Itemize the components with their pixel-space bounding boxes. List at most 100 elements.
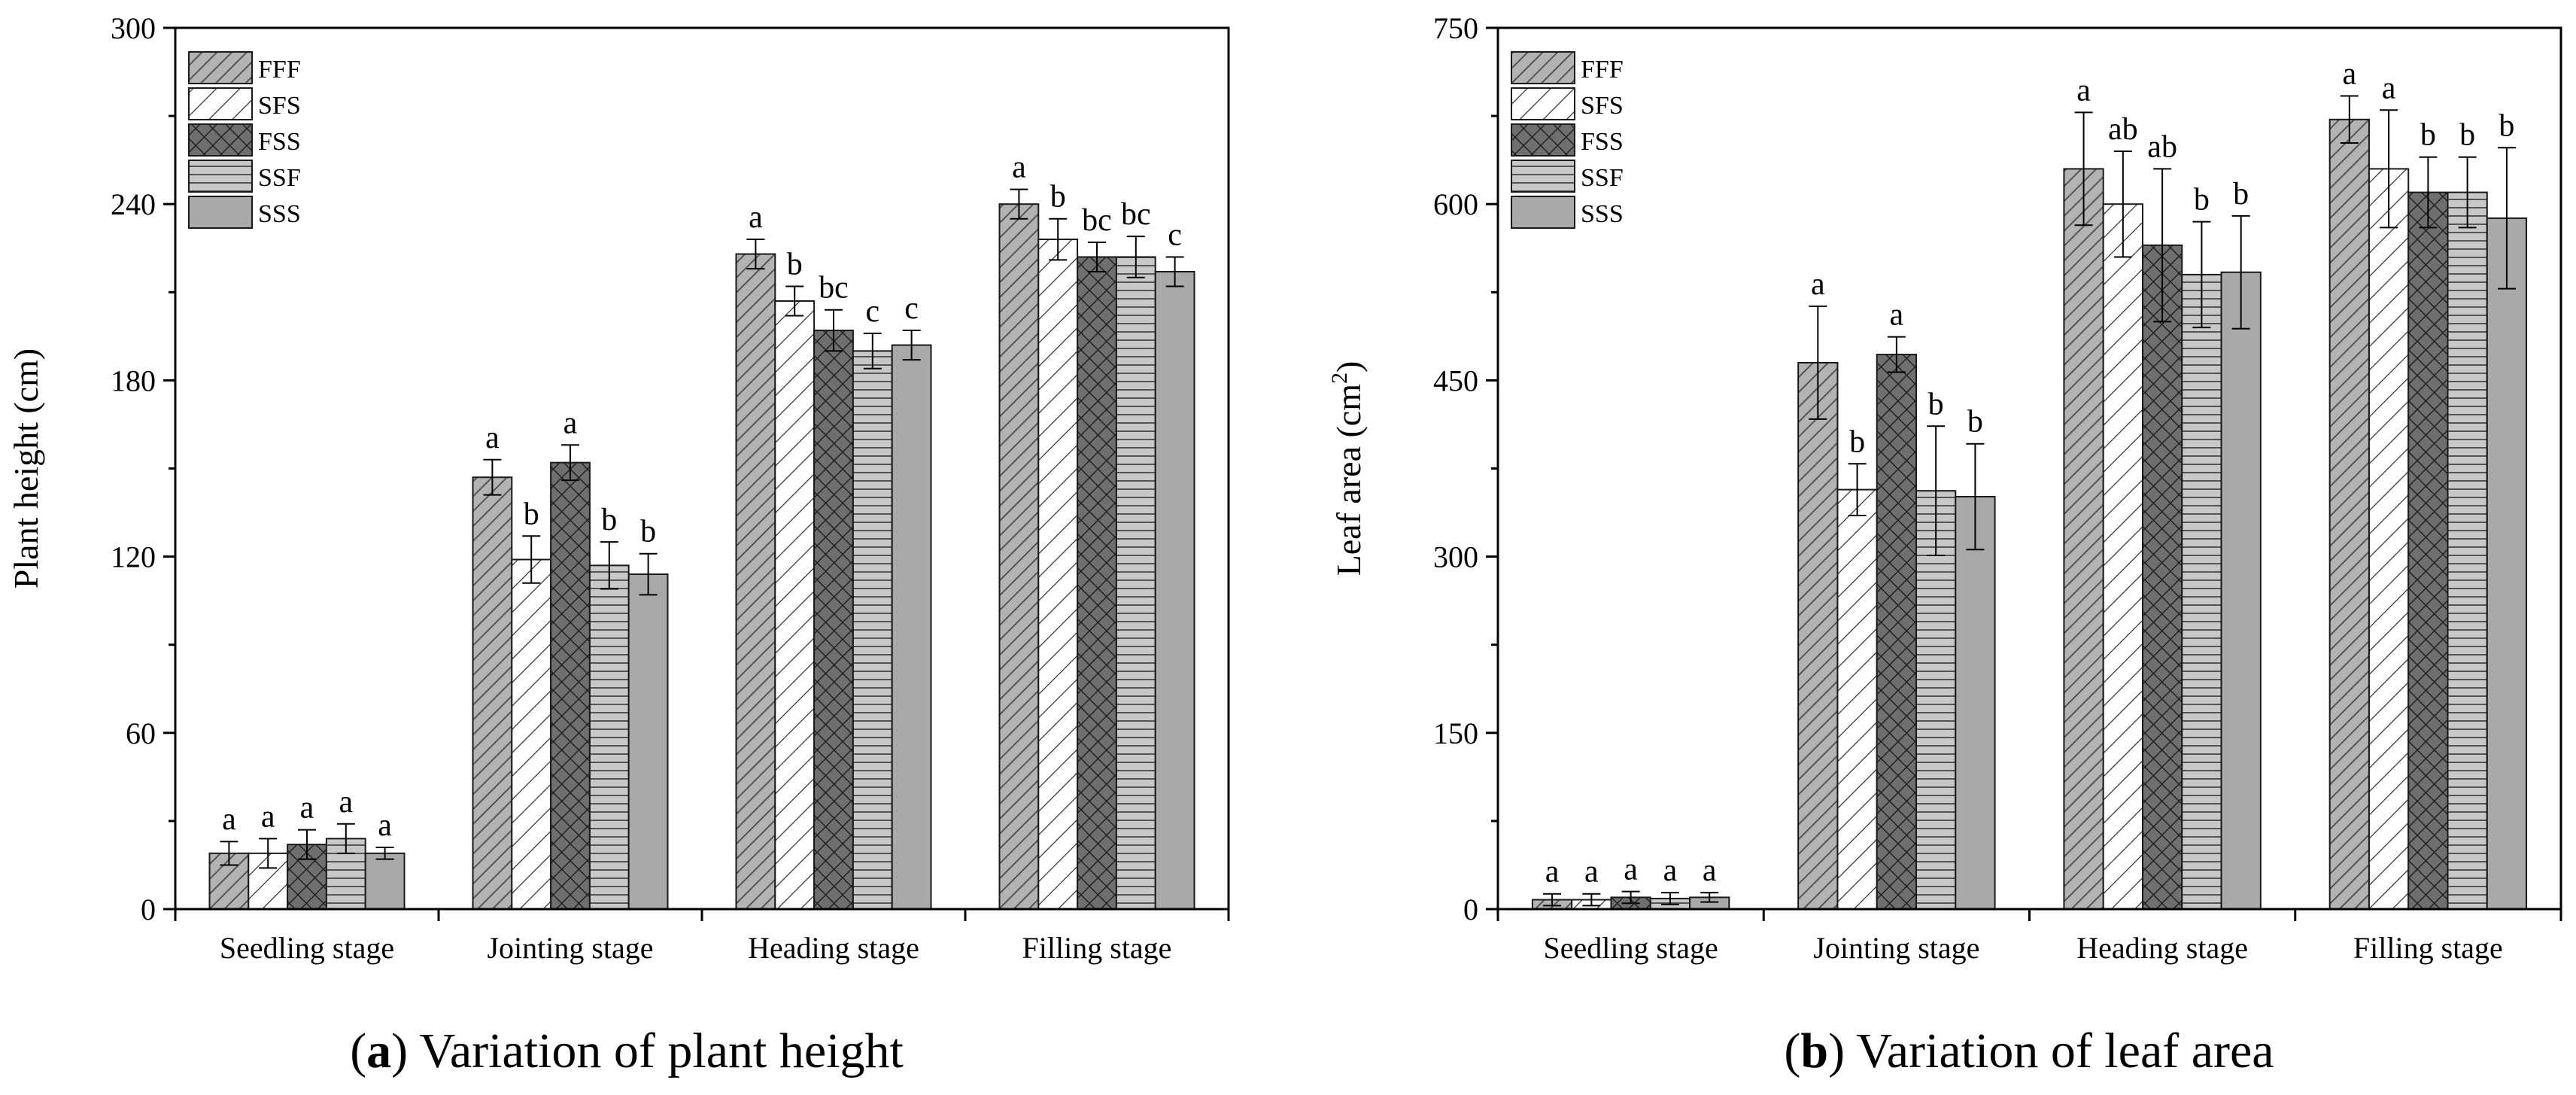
y-tick-label: 150: [1433, 716, 1478, 750]
significance-letter: b: [2499, 108, 2514, 143]
significance-letter: b: [524, 497, 539, 531]
caption-text: Variation of plant height: [419, 1024, 903, 1078]
bar-fss-2: [813, 330, 854, 910]
bar-fff-2: [2063, 168, 2104, 911]
y-tick-label: 120: [111, 540, 156, 574]
significance-letter: a: [749, 200, 763, 235]
legend-label: SFS: [258, 92, 301, 120]
bar-ssf-2: [2181, 273, 2222, 910]
y-tick-label: 240: [111, 187, 156, 221]
significance-letter: ab: [2147, 129, 2177, 164]
y-tick-label: 0: [1463, 893, 1478, 926]
significance-letter: b: [2420, 118, 2436, 153]
y-tick-label: 60: [126, 716, 156, 750]
x-tick-label: Seedling stage: [1544, 931, 1718, 965]
significance-letter: a: [1890, 298, 1904, 333]
significance-letter: b: [1967, 405, 1983, 440]
significance-letter: a: [339, 785, 353, 820]
bar-sfs-2: [774, 300, 816, 910]
panel-caption: (a) Variation of plant height: [350, 1024, 904, 1078]
legend: FFF SFS FSS SSF SSS: [1511, 51, 1624, 229]
bar-ssf-0: [325, 838, 366, 910]
y-axis-title-superscript: 2: [1327, 373, 1352, 384]
significance-letter: bc: [1121, 197, 1151, 232]
y-tick-label: 750: [1433, 11, 1478, 45]
bar-sfs-1: [511, 558, 552, 911]
significance-letter: a: [1584, 855, 1599, 890]
y-axis-title: Leaf area (cm2): [1327, 361, 1368, 576]
bar-sss-1: [1955, 495, 1996, 910]
significance-letter: b: [2194, 183, 2210, 217]
bar-sss-1: [627, 573, 669, 911]
legend-swatch-ssf: [1511, 160, 1575, 193]
significance-letter: a: [1545, 855, 1560, 890]
significance-letter: c: [904, 291, 919, 326]
legend-label: FFF: [258, 56, 301, 84]
significance-letter: b: [640, 515, 656, 549]
significance-letter: bc: [1082, 203, 1112, 238]
x-tick-label: Heading stage: [2076, 931, 2248, 965]
significance-letter: a: [2342, 57, 2356, 92]
bar-fff-1: [472, 476, 513, 910]
significance-letter: a: [1703, 853, 1717, 888]
y-axis-title-end: ): [1329, 361, 1368, 373]
legend-label: SFS: [1581, 92, 1624, 120]
significance-letter: a: [1012, 151, 1026, 185]
bar-fff-2: [735, 253, 776, 911]
y-axis-title-main: Leaf area (cm: [1329, 384, 1368, 576]
significance-letter: c: [1168, 217, 1182, 252]
legend-swatch-sss: [1511, 196, 1575, 229]
bar-ssf-3: [1115, 256, 1156, 910]
y-tick-label: 450: [1433, 363, 1478, 397]
significance-letter: a: [378, 808, 392, 843]
significance-letter: b: [2459, 118, 2475, 153]
bar-fff-1: [1797, 361, 1839, 911]
bar-ssf-1: [588, 564, 630, 910]
bar-sss-2: [891, 344, 932, 910]
significance-letter: a: [300, 791, 314, 826]
legend-swatch-fff: [188, 51, 253, 84]
significance-letter: b: [1050, 180, 1066, 214]
bar-sfs-3: [1037, 239, 1079, 911]
x-tick-label: Filling stage: [1022, 931, 1172, 965]
bar-sss-2: [2220, 271, 2262, 910]
bar-fss-1: [550, 461, 591, 910]
bar-fff-3: [2328, 118, 2370, 910]
x-tick-label: Filling stage: [2353, 931, 2503, 965]
significance-letter: ab: [2108, 112, 2138, 147]
bar-fss-3: [2407, 191, 2449, 910]
legend-swatch-fff: [1511, 51, 1575, 84]
bar-fss-3: [1077, 256, 1117, 910]
bar-sss-3: [1154, 270, 1195, 910]
bar-fss-1: [1876, 354, 1918, 910]
significance-letter: a: [564, 406, 578, 440]
legend-label: SSF: [1581, 164, 1624, 192]
caption-paren-close: ): [1828, 1024, 1856, 1078]
significance-letter: a: [1624, 853, 1638, 887]
significance-letter: a: [485, 421, 500, 455]
significance-letter: a: [1811, 267, 1825, 302]
bar-sfs-1: [1836, 488, 1878, 910]
legend-swatch-fss: [1511, 123, 1575, 157]
axes-layer: 0 150 300 450 600 750 Seedling stage Jointing s…: [1433, 11, 2562, 965]
legend-swatch-sss: [188, 196, 253, 229]
bar-ssf-2: [852, 350, 893, 911]
caption-paren-open: (: [350, 1024, 366, 1078]
bar-sfs-3: [2368, 168, 2410, 911]
significance-letter: a: [2382, 71, 2396, 105]
y-tick-label: 300: [111, 11, 156, 45]
caption-paren-open: (: [1784, 1024, 1800, 1078]
caption-label: a: [366, 1024, 391, 1078]
legend-swatch-sfs: [1511, 87, 1575, 120]
y-tick-label: 600: [1433, 187, 1478, 221]
significance-letter: bc: [819, 271, 849, 306]
significance-letter: a: [222, 802, 236, 837]
axes-layer: 0 60 120 180 240 300 Seedling stage Jointing st…: [111, 11, 1230, 965]
bar-sss-0: [364, 852, 406, 910]
bar-ssf-3: [2447, 191, 2488, 910]
x-tick-label: Heading stage: [748, 931, 919, 965]
y-axis-title: Plant height (cm): [7, 348, 45, 589]
